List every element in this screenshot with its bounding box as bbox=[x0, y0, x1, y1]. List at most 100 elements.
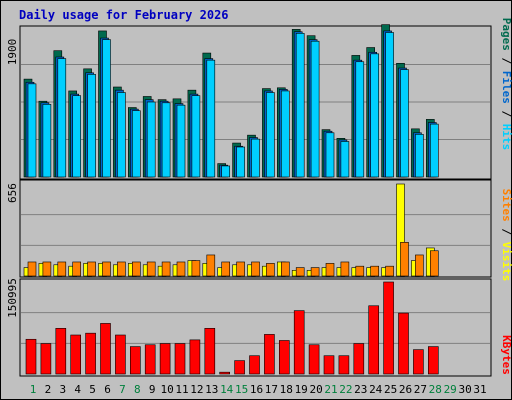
hits-bar-day-24 bbox=[370, 53, 380, 178]
day-label: 21 bbox=[324, 383, 337, 396]
hits-bar-day-19 bbox=[295, 33, 305, 178]
hits-bar-day-27 bbox=[415, 134, 424, 178]
hits-bar-day-28 bbox=[429, 123, 439, 178]
kbytes-bar-day-23 bbox=[353, 343, 365, 375]
top-panel-max-label: 1900 bbox=[6, 39, 19, 66]
day-label: 9 bbox=[149, 383, 156, 396]
sites-bar-day-19 bbox=[295, 267, 305, 277]
day-label: 28 bbox=[429, 383, 442, 396]
day-label: 24 bbox=[369, 383, 383, 396]
day-label: 8 bbox=[134, 383, 141, 396]
hits-bar-day-1 bbox=[27, 83, 37, 178]
hits-bar-day-13 bbox=[206, 59, 216, 178]
hits-bar-day-7 bbox=[117, 92, 126, 178]
kbytes-bar-day-14 bbox=[219, 371, 230, 375]
hits-bar-day-23 bbox=[355, 61, 365, 178]
hits-bar-day-16 bbox=[251, 138, 260, 178]
day-label: 17 bbox=[265, 383, 278, 396]
day-label: 18 bbox=[280, 383, 293, 396]
day-label: 19 bbox=[295, 383, 308, 396]
chart-title: Daily usage for February 2026 bbox=[19, 8, 229, 22]
kbytes-bar-day-15 bbox=[234, 360, 245, 375]
hits-bar-day-21 bbox=[325, 132, 335, 178]
hits-bar-day-12 bbox=[191, 95, 201, 178]
kbytes-bar-day-25 bbox=[383, 281, 394, 375]
sites-bar-day-24 bbox=[370, 265, 380, 277]
legend-files: Files bbox=[500, 71, 512, 104]
hits-bar-day-11 bbox=[176, 104, 186, 178]
legend-separator: / bbox=[500, 51, 512, 71]
kbytes-bar-day-11 bbox=[174, 343, 186, 375]
kbytes-bar-day-16 bbox=[249, 355, 260, 375]
kbytes-bar-day-12 bbox=[189, 339, 201, 375]
sites-bar-day-6 bbox=[102, 261, 111, 277]
kbytes-bar-day-1 bbox=[25, 338, 37, 375]
day-label: 25 bbox=[384, 383, 397, 396]
hits-bar-day-14 bbox=[221, 165, 230, 178]
day-label: 2 bbox=[45, 383, 52, 396]
kbytes-bar-day-13 bbox=[204, 328, 216, 375]
sites-bar-day-27 bbox=[415, 254, 424, 277]
hits-bar-day-10 bbox=[161, 102, 171, 178]
kbytes-bar-day-10 bbox=[159, 343, 171, 375]
sites-bar-day-3 bbox=[57, 261, 67, 277]
legend-separator: / bbox=[500, 222, 512, 242]
hits-bar-day-6 bbox=[102, 39, 111, 178]
kbytes-bar-day-6 bbox=[100, 323, 111, 375]
kbytes-bar-day-8 bbox=[130, 346, 141, 375]
sites-bar-day-28 bbox=[429, 250, 439, 277]
sites-bar-day-2 bbox=[42, 261, 52, 277]
sites-bar-day-26 bbox=[400, 242, 409, 277]
hits-bar-day-4 bbox=[72, 95, 81, 178]
day-label: 26 bbox=[399, 383, 412, 396]
hits-bar-day-20 bbox=[310, 40, 320, 178]
day-label: 11 bbox=[175, 383, 188, 396]
hits-bar-day-18 bbox=[280, 90, 290, 178]
chart-marks bbox=[21, 24, 490, 375]
sites-bar-day-20 bbox=[310, 267, 320, 277]
sites-bar-day-21 bbox=[325, 263, 335, 277]
bot-panel-max-label: 150995 bbox=[6, 278, 19, 318]
day-label: 16 bbox=[250, 383, 263, 396]
day-label: 6 bbox=[104, 383, 111, 396]
day-label: 5 bbox=[89, 383, 96, 396]
day-label: 29 bbox=[444, 383, 457, 396]
day-label: 13 bbox=[205, 383, 218, 396]
kbytes-bar-day-19 bbox=[293, 310, 305, 375]
kbytes-bar-day-7 bbox=[115, 334, 126, 375]
sites-bar-day-5 bbox=[87, 261, 96, 277]
sites-bar-day-18 bbox=[280, 261, 290, 277]
day-label: 15 bbox=[235, 383, 248, 396]
hits-bar-day-5 bbox=[87, 74, 96, 178]
sites-bar-day-11 bbox=[176, 261, 186, 277]
sites-bar-day-16 bbox=[251, 261, 260, 277]
day-label: 27 bbox=[414, 383, 427, 396]
sites-bar-day-4 bbox=[72, 261, 81, 277]
day-label: 7 bbox=[119, 383, 126, 396]
hits-bar-day-26 bbox=[400, 69, 409, 178]
kbytes-bar-day-20 bbox=[308, 344, 320, 375]
sites-bar-day-12 bbox=[191, 260, 201, 277]
legend-sites: Sites bbox=[500, 189, 512, 222]
day-label: 12 bbox=[190, 383, 203, 396]
hits-bar-day-3 bbox=[57, 58, 67, 178]
hits-bar-day-17 bbox=[266, 92, 275, 178]
kbytes-bar-day-27 bbox=[413, 349, 424, 375]
sites-bar-day-7 bbox=[117, 261, 126, 277]
sites-bar-day-13 bbox=[206, 254, 216, 277]
hits-bar-day-15 bbox=[236, 146, 245, 178]
day-label: 1 bbox=[30, 383, 37, 396]
hits-bar-day-25 bbox=[385, 32, 394, 178]
sites-bar-day-22 bbox=[340, 261, 350, 277]
sites-bar-day-8 bbox=[132, 261, 141, 277]
mid-panel-max-label: 656 bbox=[6, 183, 19, 203]
day-label: 4 bbox=[74, 383, 81, 396]
kbytes-bar-day-9 bbox=[144, 344, 156, 375]
legend-separator: / bbox=[500, 104, 512, 124]
kbytes-bar-day-2 bbox=[40, 343, 52, 375]
sites-bar-day-25 bbox=[385, 265, 394, 277]
kbytes-bar-day-24 bbox=[368, 305, 380, 375]
kbytes-bar-day-28 bbox=[427, 346, 439, 375]
